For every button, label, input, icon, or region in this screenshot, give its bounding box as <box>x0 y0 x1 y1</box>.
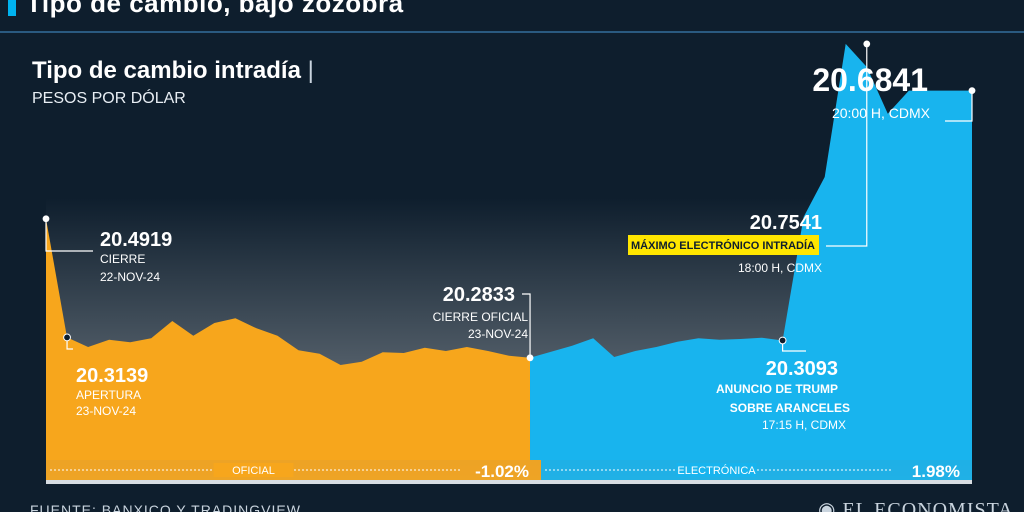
value-cierre-oficial: 20.2833 <box>443 284 515 306</box>
note-trump-1: ANUNCIO DE TRUMP <box>716 382 838 396</box>
header-accent-mark <box>8 0 16 16</box>
point-cierre <box>42 215 50 223</box>
note-cierre-2: 22-NOV-24 <box>100 270 160 284</box>
note-maximo-time: 18:00 H, CDMX <box>738 261 822 275</box>
title-separator: | <box>300 57 314 84</box>
value-trump: 20.3093 <box>766 358 838 380</box>
value-apertura: 20.3139 <box>76 365 148 387</box>
point-apertura <box>63 333 71 342</box>
connector-ultimo <box>945 90 973 122</box>
note-cierre-oficial-1: CIERRE OFICIAL <box>433 310 529 324</box>
header-title: Tipo de cambio, bajo zozobra <box>26 0 404 18</box>
point-ultimo <box>968 87 976 94</box>
segment-label-oficial: OFICIAL <box>232 465 275 477</box>
note-maximo-highlight: MÁXIMO ELECTRÓNICO INTRADÍA <box>631 239 815 252</box>
segment-label-bg-electronica <box>676 463 757 477</box>
series-area-electronica <box>530 43 972 461</box>
value-cierre: 20.4919 <box>100 229 172 251</box>
annotation-points <box>42 40 976 362</box>
value-ultimo: 20.6841 <box>812 62 928 98</box>
note-ultimo-time: 20:00 H, CDMX <box>832 105 931 121</box>
logo-mark-icon: ◉ <box>818 499 843 512</box>
header-bar <box>0 0 1024 28</box>
header-divider <box>0 31 1024 33</box>
point-trump <box>778 336 787 345</box>
connector-maximo <box>826 43 868 247</box>
note-cierre-1: CIERRE <box>100 252 145 266</box>
connector-cierre_oficial <box>522 293 531 358</box>
point-maximo <box>863 40 871 48</box>
connector-cierre <box>45 218 93 252</box>
footer-logo: ◉ EL ECONOMISTA <box>818 497 1014 512</box>
segment-label-electronica: ELECTRÓNICA <box>677 464 756 477</box>
footer-source: FUENTE: BANXICO Y TRADINGVIEW <box>30 502 301 512</box>
logo-text: EL ECONOMISTA <box>842 499 1014 512</box>
segment-change-oficial: -1.02% <box>475 462 529 481</box>
point-cierre_oficial <box>526 354 534 362</box>
segment-bars: OFICIAL -1.02% ELECTRÓNICA 1.98% <box>46 460 972 484</box>
note-cierre-oficial-2: 23-NOV-24 <box>468 327 528 341</box>
value-maximo: 20.7541 <box>750 212 822 234</box>
chart-areas <box>46 43 972 461</box>
note-apertura-2: 23-NOV-24 <box>76 404 136 418</box>
highlight-box-maximo <box>628 235 819 255</box>
segment-change-electronica: 1.98% <box>912 462 960 481</box>
chart-subtitle: PESOS POR DÓLAR <box>32 90 186 107</box>
note-trump-2: SOBRE ARANCELES <box>730 401 850 415</box>
note-apertura-1: APERTURA <box>76 388 141 402</box>
baseline <box>46 480 972 484</box>
segment-label-bg-oficial <box>213 463 294 477</box>
note-trump-3: 17:15 H, CDMX <box>762 418 846 432</box>
series-area-oficial <box>46 218 531 460</box>
chart-title: Tipo de cambio intradía | <box>32 57 314 85</box>
chart-title-text: Tipo de cambio intradía <box>32 57 301 84</box>
